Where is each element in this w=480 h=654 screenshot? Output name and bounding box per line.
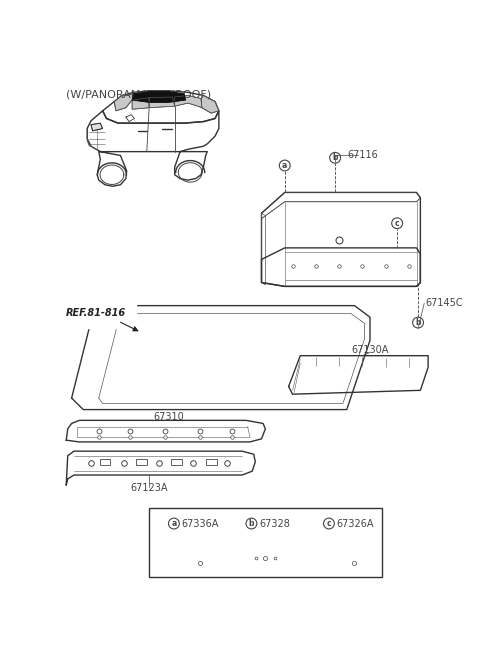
Polygon shape: [91, 123, 103, 131]
Text: 67336A: 67336A: [181, 519, 219, 528]
Polygon shape: [149, 97, 175, 108]
Text: a: a: [282, 161, 288, 170]
Bar: [136, 459, 147, 465]
Text: 67116: 67116: [347, 150, 378, 160]
Bar: [149, 508, 382, 577]
Text: 67123A: 67123A: [131, 483, 168, 493]
Bar: [99, 459, 110, 465]
Bar: [206, 459, 216, 465]
Text: b: b: [332, 153, 338, 162]
Polygon shape: [201, 95, 219, 113]
Text: a: a: [171, 519, 177, 528]
Text: b: b: [249, 519, 254, 528]
Text: 67328: 67328: [259, 519, 290, 528]
Text: 67145C: 67145C: [426, 298, 463, 308]
Bar: [171, 459, 181, 465]
Text: c: c: [395, 218, 399, 228]
Polygon shape: [132, 97, 149, 109]
Text: b: b: [415, 318, 421, 327]
Text: 67310: 67310: [153, 412, 184, 422]
Text: 67326A: 67326A: [336, 519, 374, 528]
Polygon shape: [132, 92, 186, 102]
Text: REF.81-816: REF.81-816: [66, 308, 126, 318]
Text: 67130A: 67130A: [351, 345, 389, 354]
Polygon shape: [175, 95, 202, 108]
Polygon shape: [114, 94, 133, 111]
Text: (W/PANORAMA SUNROOF): (W/PANORAMA SUNROOF): [66, 89, 211, 99]
Text: c: c: [326, 519, 331, 528]
